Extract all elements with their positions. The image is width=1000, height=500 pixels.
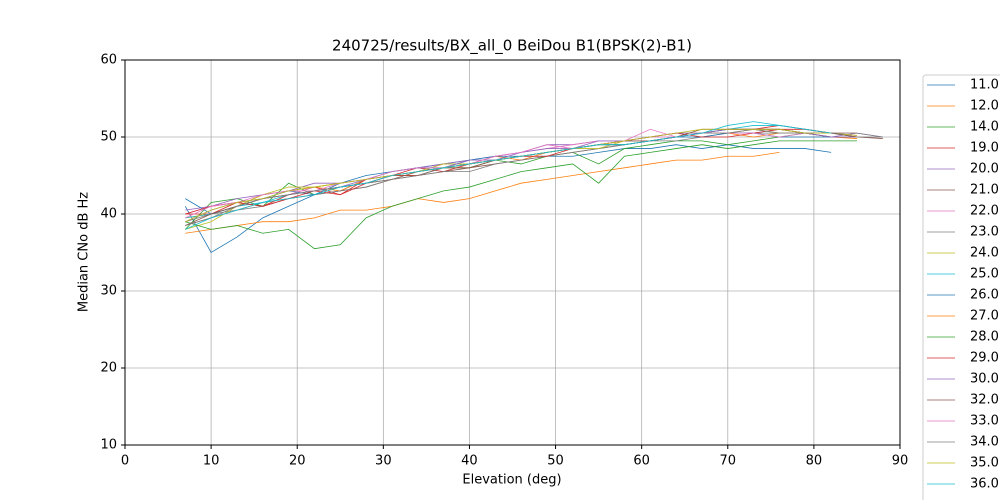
x-tick-label: 50 — [547, 454, 564, 469]
y-axis-label: Median CNo dB Hz — [77, 192, 92, 312]
legend-label: 29.0 — [970, 351, 999, 366]
series-line — [185, 132, 883, 223]
legend-label: 30.0 — [970, 372, 999, 387]
x-tick-label: 80 — [806, 454, 823, 469]
x-tick-label: 60 — [633, 454, 650, 469]
legend-label: 19.0 — [970, 141, 999, 156]
series-line — [185, 128, 832, 219]
legend-label: 14.0 — [970, 120, 999, 135]
legend-label: 26.0 — [970, 288, 999, 303]
legend-label: 23.0 — [970, 225, 999, 240]
x-tick-label: 30 — [375, 454, 392, 469]
series-line — [185, 140, 857, 250]
legend-label: 36.0 — [970, 477, 999, 492]
legend-label: 25.0 — [970, 267, 999, 282]
legend-label: 28.0 — [970, 330, 999, 345]
series-line — [185, 128, 858, 226]
y-tick-label: 20 — [100, 361, 117, 376]
x-tick-label: 0 — [121, 454, 129, 469]
chart-title: 240725/results/BX_all_0 BeiDou B1(BPSK(2… — [332, 37, 692, 56]
legend-label: 34.0 — [970, 435, 999, 450]
series-line — [185, 152, 780, 234]
series-line — [185, 128, 883, 226]
series-line — [185, 132, 857, 219]
series-line — [185, 125, 858, 215]
legend-label: 35.0 — [970, 456, 999, 471]
legend-label: 22.0 — [970, 204, 999, 219]
y-tick-label: 10 — [100, 438, 117, 453]
legend-label: 12.0 — [970, 99, 999, 114]
plot-frame — [124, 59, 901, 446]
y-tick-label: 50 — [100, 130, 117, 145]
x-tick-label: 90 — [892, 454, 909, 469]
legend-label: 21.0 — [970, 183, 999, 198]
series-line — [185, 121, 832, 230]
legend-label: 24.0 — [970, 246, 999, 261]
x-tick-label: 10 — [203, 454, 220, 469]
legend-label: 11.0 — [970, 78, 999, 93]
x-tick-label: 20 — [289, 454, 306, 469]
x-axis-label: Elevation (deg) — [462, 473, 561, 488]
series-line — [185, 128, 883, 226]
legend-label: 27.0 — [970, 309, 999, 324]
y-tick-label: 60 — [100, 53, 117, 68]
x-tick-label: 70 — [720, 454, 737, 469]
legend-label: 32.0 — [970, 393, 999, 408]
legend-label: 33.0 — [970, 414, 999, 429]
series-line — [184, 144, 832, 254]
x-tick-label: 40 — [461, 454, 478, 469]
y-tick-label: 30 — [100, 284, 117, 299]
legend-box — [922, 74, 1000, 500]
legend-label: 20.0 — [970, 162, 999, 177]
y-tick-label: 40 — [100, 207, 117, 222]
